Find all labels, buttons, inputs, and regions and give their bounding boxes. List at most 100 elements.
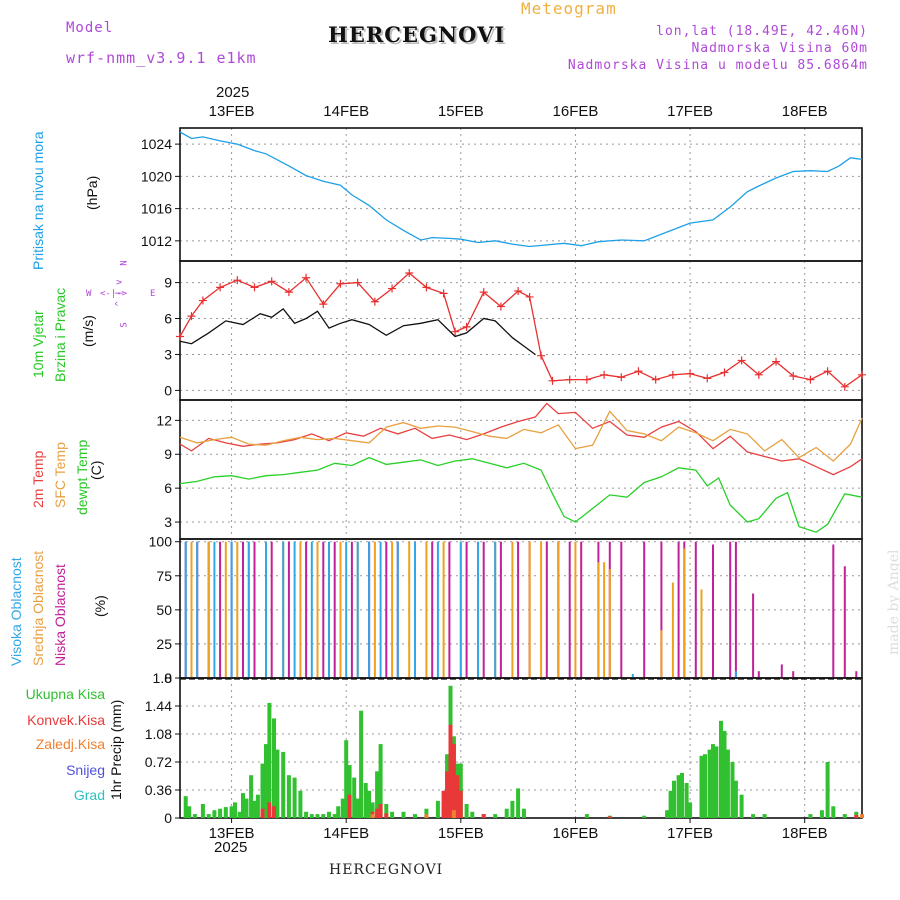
low_cloud-bar [253, 541, 256, 678]
compass-rose-icon: W <-|-> E N ^ | v S [86, 258, 156, 328]
sfc_temp-line [179, 410, 863, 462]
conv_precip-bar [455, 775, 460, 818]
high_cloud-bar [345, 541, 348, 678]
low_cloud-bar [219, 541, 222, 678]
total_precip-bar [725, 749, 730, 818]
low_cloud-bar [855, 671, 858, 678]
total_precip-bar [249, 775, 254, 818]
compass-e: E [150, 289, 156, 299]
frz_precip-bar [451, 810, 456, 818]
total_precip-bar [680, 772, 684, 818]
low_cloud-bar [287, 541, 290, 678]
low_cloud-bar [499, 541, 502, 678]
total_precip-bar [183, 796, 188, 818]
mid_cloud-bar [511, 541, 514, 678]
legend-snow: Snijeg [66, 762, 105, 778]
frz_precip-bar [424, 814, 429, 818]
wind_speed-point [479, 288, 488, 297]
wind_speed-point [514, 286, 523, 295]
total_precip-bar [676, 775, 681, 818]
mid_cloud-bar [391, 541, 394, 678]
wind_gust-line [179, 308, 536, 356]
legend-total-precip: Ukupna Kisa [25, 686, 105, 702]
total_precip-bar [375, 771, 380, 818]
wind_speed-point [451, 327, 460, 336]
wind-ytick-label: 6 [164, 311, 172, 327]
precip-frame [179, 677, 863, 819]
low_cloud-bar [757, 671, 760, 678]
wind_speed-point [582, 375, 591, 384]
total_precip-bar [367, 790, 372, 818]
pressure-ytick-label: 1016 [141, 201, 172, 217]
total_precip-bar [370, 802, 375, 818]
wind_speed-point [840, 382, 849, 391]
cloud-ytick-label: 50 [156, 602, 172, 618]
total_precip-bar [264, 744, 268, 818]
conv_precip-bar [267, 802, 272, 818]
total_precip-bar [642, 815, 647, 818]
model-label: Model [66, 20, 114, 36]
wind_speed-point [720, 368, 729, 377]
total_precip-bar [206, 814, 211, 818]
cloud-ytick-label: 75 [156, 568, 172, 584]
total_precip-bar [309, 814, 314, 818]
footer-station: HERCEGNOVI [329, 862, 444, 878]
total_precip-bar [187, 806, 192, 818]
wind_speed-point [548, 376, 557, 385]
bottom-date-label: 14FEB [323, 825, 369, 842]
total_precip-bar [340, 798, 345, 818]
mid_cloud-bar [683, 548, 686, 678]
total_precip-bar [218, 808, 223, 818]
wind_speed-point [267, 277, 276, 286]
wind_speed-point [462, 322, 471, 331]
wind-ytick-label: 3 [164, 346, 172, 362]
temp2m-line [179, 402, 863, 476]
total_precip-bar [831, 806, 836, 818]
total_precip-bar [516, 788, 521, 818]
total_precip-bar [378, 744, 383, 818]
conv_precip-bar [448, 724, 453, 818]
mid_cloud-bar [373, 541, 376, 678]
wind_speed-point [336, 279, 345, 288]
total_precip-bar [584, 814, 589, 818]
conv_precip-bar [458, 790, 463, 818]
precip-ytick-label: 0.36 [145, 782, 172, 798]
total_precip-bar [304, 811, 309, 818]
mid_cloud-bar [608, 569, 611, 678]
total_precip-bar [688, 802, 693, 818]
high_cloud-bar [310, 541, 313, 678]
high_cloud-bar [734, 671, 737, 678]
top-date-label: 16FEB [553, 103, 599, 120]
conv_precip-bar [272, 806, 276, 818]
low_cloud-bar [734, 541, 737, 678]
wind_speed-point [422, 283, 431, 292]
top-date-label: 18FEB [782, 103, 828, 120]
legend-frz-precip: Zaledj.Kisa [35, 736, 105, 752]
top-year-label: 2025 [216, 84, 250, 101]
low_cloud-bar [677, 541, 680, 678]
total_precip-bar [315, 814, 320, 818]
total_precip-bar [722, 730, 727, 818]
temperature-ytick-label: 6 [164, 480, 172, 496]
temperature-ytick-label: 3 [164, 514, 172, 530]
mid_cloud-bar [671, 582, 674, 678]
wind_speed-point [370, 297, 379, 306]
wind_speed-point [187, 312, 196, 321]
high_cloud-bar [184, 541, 187, 678]
page-title: HERCEGNOVI [328, 22, 506, 47]
frz_precip-bar [860, 814, 864, 818]
wind_speed-point [634, 367, 643, 376]
total_precip-bar [321, 814, 326, 818]
total_precip-bar [272, 718, 276, 818]
low_cloud-bar [333, 541, 336, 678]
mid_cloud-bar [528, 541, 531, 678]
high_cloud-bar [631, 673, 634, 678]
total_precip-bar [684, 783, 689, 818]
temperature-ytick-label: 9 [164, 446, 172, 462]
dewpt-line [179, 456, 863, 533]
total_precip-bar [260, 763, 265, 818]
wind_speed-point [405, 268, 414, 277]
low_cloud-bar [305, 541, 308, 678]
wind_speed-point [284, 288, 293, 297]
wind_speed-point [388, 284, 397, 293]
